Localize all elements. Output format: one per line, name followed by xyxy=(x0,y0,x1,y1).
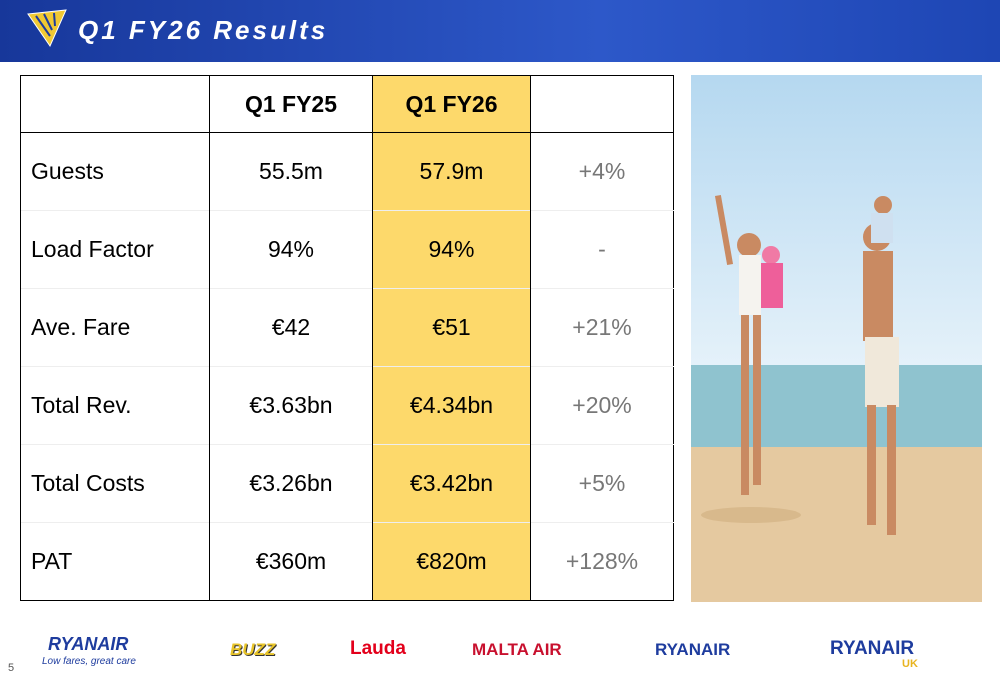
table-cell: €820m xyxy=(372,522,531,601)
table-row: Ave. Fare €42 €51 +21% xyxy=(20,288,674,367)
logo-text: Lauda xyxy=(350,638,406,659)
table-cell: +128% xyxy=(530,522,674,601)
table-cell: 94% xyxy=(372,210,531,289)
logo-text: UK xyxy=(902,658,918,670)
header-cell xyxy=(20,75,210,133)
table-cell: €360m xyxy=(209,522,373,601)
table-cell: 57.9m xyxy=(372,132,531,211)
table-cell: €42 xyxy=(209,288,373,367)
table-cell: €3.26bn xyxy=(209,444,373,523)
logo-text: RYANAIR xyxy=(48,634,129,654)
slide-title: Q1 FY26 Results xyxy=(78,15,329,45)
table-row: Total Costs €3.26bn €3.42bn +5% xyxy=(20,444,674,523)
beach-photo xyxy=(691,75,982,602)
row-label: Load Factor xyxy=(20,210,210,289)
table-cell: €51 xyxy=(372,288,531,367)
table-row: Total Rev. €3.63bn €4.34bn +20% xyxy=(20,366,674,445)
header-bar: Q1 FY26 Results xyxy=(0,0,1000,62)
row-label: Total Costs xyxy=(20,444,210,523)
table-cell: 55.5m xyxy=(209,132,373,211)
table-cell: €3.42bn xyxy=(372,444,531,523)
table-cell: +5% xyxy=(530,444,674,523)
logo-text: RYANAIR xyxy=(655,640,731,659)
footer: RYANAIR Low fares, great care BUZZ Lauda… xyxy=(0,620,1000,685)
harp-icon xyxy=(27,9,67,48)
table-cell: +4% xyxy=(530,132,674,211)
page-number: 5 xyxy=(8,662,15,674)
table-cell: +20% xyxy=(530,366,674,445)
header-cell xyxy=(530,75,674,133)
table-row: Guests 55.5m 57.9m +4% xyxy=(20,132,674,211)
logo-text: RYANAIR xyxy=(830,638,915,659)
row-label: Total Rev. xyxy=(20,366,210,445)
header-cell: Q1 FY26 xyxy=(372,75,531,133)
logo-text: MALTA AIR xyxy=(472,640,562,659)
table-cell: €4.34bn xyxy=(372,366,531,445)
header-cell: Q1 FY25 xyxy=(209,75,373,133)
logo-slogan: Low fares, great care xyxy=(42,656,136,667)
row-label: Guests xyxy=(20,132,210,211)
table-cell: 94% xyxy=(209,210,373,289)
logo-text: BUZZ xyxy=(230,640,276,659)
table-row: Load Factor 94% 94% - xyxy=(20,210,674,289)
table-cell: €3.63bn xyxy=(209,366,373,445)
table-row: PAT €360m €820m +128% xyxy=(20,522,674,601)
table-cell: - xyxy=(530,210,674,289)
header-row: Q1 FY25 Q1 FY26 xyxy=(20,75,674,133)
table-cell: +21% xyxy=(530,288,674,367)
results-table: Q1 FY25 Q1 FY26 Guests 55.5m 57.9m +4% Load Fa… xyxy=(20,75,674,601)
row-label: PAT xyxy=(20,522,210,601)
row-label: Ave. Fare xyxy=(20,288,210,367)
